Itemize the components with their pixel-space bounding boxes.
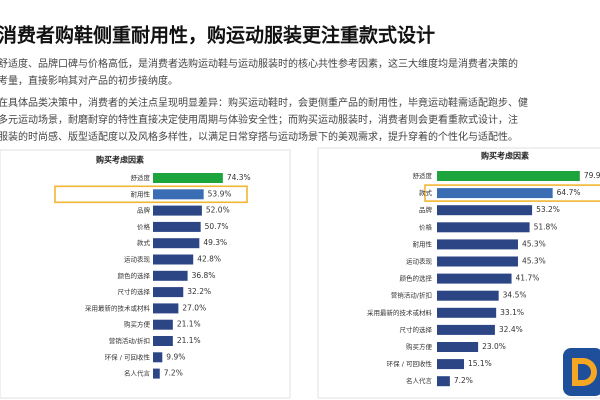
bar [437, 222, 530, 233]
bar [437, 171, 580, 181]
chart-title: 购买考虑因素 [481, 151, 529, 161]
category-label: 耐用性 [131, 189, 151, 198]
bar [153, 254, 194, 265]
chart-panel [0, 149, 291, 399]
category-label: 款式 [419, 188, 433, 197]
bar [153, 173, 223, 183]
bar [437, 342, 479, 352]
value-label: 53.2% [536, 205, 560, 214]
category-label: 名人代言 [406, 376, 433, 385]
value-label: 32.4% [499, 325, 523, 334]
bar [153, 205, 202, 216]
bar [437, 205, 533, 216]
category-label: 尺寸的选择 [118, 287, 151, 296]
value-label: 49.3% [203, 238, 227, 247]
value-label: 53.9% [208, 189, 232, 198]
value-label: 21.1% [177, 320, 201, 329]
value-label: 79.9% [584, 171, 600, 180]
bar [153, 319, 173, 330]
paragraph-line: 考量，直接影响其对产品的初步接纳度。 [0, 74, 178, 87]
bar [437, 324, 495, 335]
highlight-box [424, 184, 600, 202]
value-label: 64.7% [557, 188, 581, 197]
category-label: 价格 [419, 222, 433, 231]
value-label: 41.7% [516, 274, 540, 283]
bar [437, 188, 553, 199]
category-label: 尺寸的选择 [400, 325, 433, 334]
bar [437, 273, 512, 284]
category-label: 价格 [137, 222, 151, 231]
paragraph-line: 舒适度、品牌口碑与价格高低，是消费者选购运动鞋与运动服装时的核心共性参考因素，这… [0, 57, 518, 70]
chart-title: 购买考虑因素 [96, 155, 144, 165]
bar [153, 368, 160, 379]
value-label: 33.1% [500, 308, 524, 317]
category-label: 名人代言 [124, 369, 151, 378]
value-label: 52.0% [206, 206, 230, 215]
category-label: 购买方便 [406, 342, 433, 351]
value-label: 7.2% [454, 376, 473, 385]
bar [437, 290, 499, 301]
bar [153, 238, 200, 249]
bar [153, 287, 184, 298]
logo [563, 348, 600, 396]
highlight-box [54, 185, 248, 204]
category-label: 舒适度 [413, 171, 433, 180]
category-label: 舒适度 [131, 173, 151, 182]
category-label: 品牌 [419, 205, 433, 214]
value-label: 23.0% [482, 342, 506, 351]
bar [437, 256, 518, 267]
category-label: 颜色的选择 [118, 271, 151, 280]
category-label: 采用最新的技术或材料 [367, 308, 433, 317]
category-label: 运动表现 [124, 255, 151, 264]
category-label: 营销活动/折扣 [391, 291, 432, 300]
bar [153, 221, 201, 232]
value-label: 45.3% [522, 257, 546, 266]
value-label: 32.2% [187, 287, 211, 296]
value-label: 45.3% [522, 239, 546, 248]
category-label: 款式 [137, 238, 151, 247]
category-label: 颜色的选择 [400, 274, 433, 283]
bar [437, 307, 497, 318]
value-label: 21.1% [177, 336, 201, 345]
category-label: 环保 / 可回收性 [387, 359, 433, 368]
slide-title: 消费者购鞋侧重耐用性，购运动服装更注重款式设计 [0, 24, 435, 47]
bar [437, 239, 518, 250]
category-label: 采用最新的技术或材料 [85, 303, 151, 312]
paragraph-line: 多元运动场景，耐磨耐穿的特性直接决定使用周期与体验安全性；而购买运动服装时，消费… [0, 113, 518, 126]
bar [153, 336, 173, 346]
value-label: 36.8% [192, 271, 216, 280]
bar [437, 376, 450, 387]
bar [153, 270, 188, 281]
value-label: 51.8% [534, 222, 558, 231]
value-label: 7.2% [164, 369, 183, 378]
value-label: 74.3% [227, 173, 251, 182]
category-label: 购买方便 [124, 320, 151, 329]
paragraph-line: 服装的时尚感、版型适配度以及风格多样性，以满足日常穿搭与运动场景下的美观需求，提… [0, 130, 518, 143]
value-label: 9.9% [166, 352, 185, 361]
value-label: 34.5% [503, 291, 527, 300]
value-label: 27.0% [182, 303, 206, 312]
bar [153, 352, 163, 363]
value-label: 50.7% [205, 222, 229, 231]
category-label: 耐用性 [413, 239, 433, 248]
category-label: 品牌 [137, 206, 151, 215]
bar [153, 303, 179, 314]
value-label: 42.8% [197, 255, 221, 264]
bar [153, 189, 204, 200]
category-label: 环保 / 可回收性 [105, 352, 151, 361]
bar [437, 359, 464, 370]
paragraph-line: 在具体品类决策中，消费者的关注点呈现明显差异：购买运动鞋时，会更侧重产品的耐用性… [0, 96, 528, 109]
category-label: 营销活动/折扣 [109, 336, 150, 345]
value-label: 15.1% [468, 359, 492, 368]
category-label: 运动表现 [406, 257, 433, 266]
